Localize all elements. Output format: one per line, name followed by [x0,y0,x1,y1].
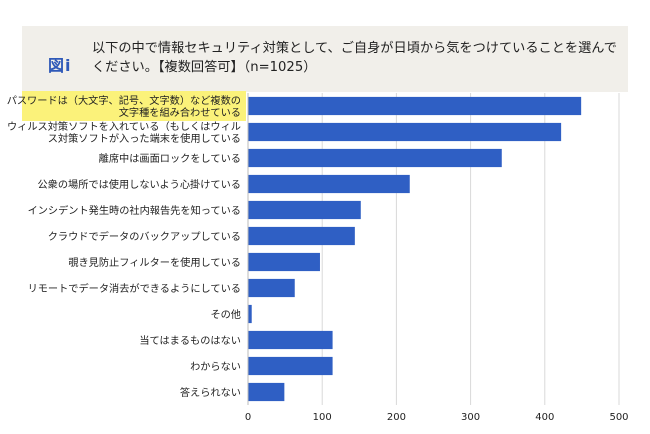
category-label: ウィルス対策ソフトを入れている（もしくはウィル [7,120,241,133]
x-tick-label: 200 [387,412,406,423]
category-label: わからない [190,361,241,373]
category-label: 答えられない [180,386,241,399]
x-tick-label: 500 [609,412,628,423]
bar [248,148,502,168]
category-label: 公衆の場所では使用しないよう心掛けている [37,178,241,191]
bar [248,356,333,376]
category-label: 文字種を組み合わせている [119,106,241,119]
category-label: 離席中は画面ロックをしている [99,152,241,165]
bar [248,200,361,220]
bar [248,174,410,194]
x-tick-label: 0 [245,412,251,423]
question-text: 以下の中で情報セキュリティ対策として、ご自身が日頃から気をつけていることを選んで… [92,41,617,75]
bar [248,252,320,272]
category-label: 覗き見防止フィルターを使用している [68,256,241,269]
category-label: パスワードは（大文字、記号、文字数）など複数の [7,94,241,107]
x-tick-label: 300 [461,412,480,423]
x-tick-label: 100 [313,412,332,423]
category-label: その他 [210,308,241,321]
bar [248,122,562,142]
category-label: 当てはまるものはない [139,334,241,347]
category-label: リモートでデータ消去ができるようにしている [28,282,241,295]
x-tick-label: 400 [535,412,554,423]
figure-label: 図i [48,56,72,75]
bar [248,278,295,298]
bar [248,304,252,324]
category-label: インシデント発生時の社内報告先を知っている [28,204,241,217]
bar [248,330,333,350]
category-label: クラウドでデータのバックアップしている [48,230,241,243]
category-label: ス対策ソフトが入った端末を使用している [48,132,241,145]
bar [248,382,285,402]
question-header: 図i 以下の中で情報セキュリティ対策として、ご自身が日頃から気をつけていることを… [22,26,628,92]
bar [248,96,582,116]
bar [248,226,355,246]
highlight-box [22,91,246,121]
